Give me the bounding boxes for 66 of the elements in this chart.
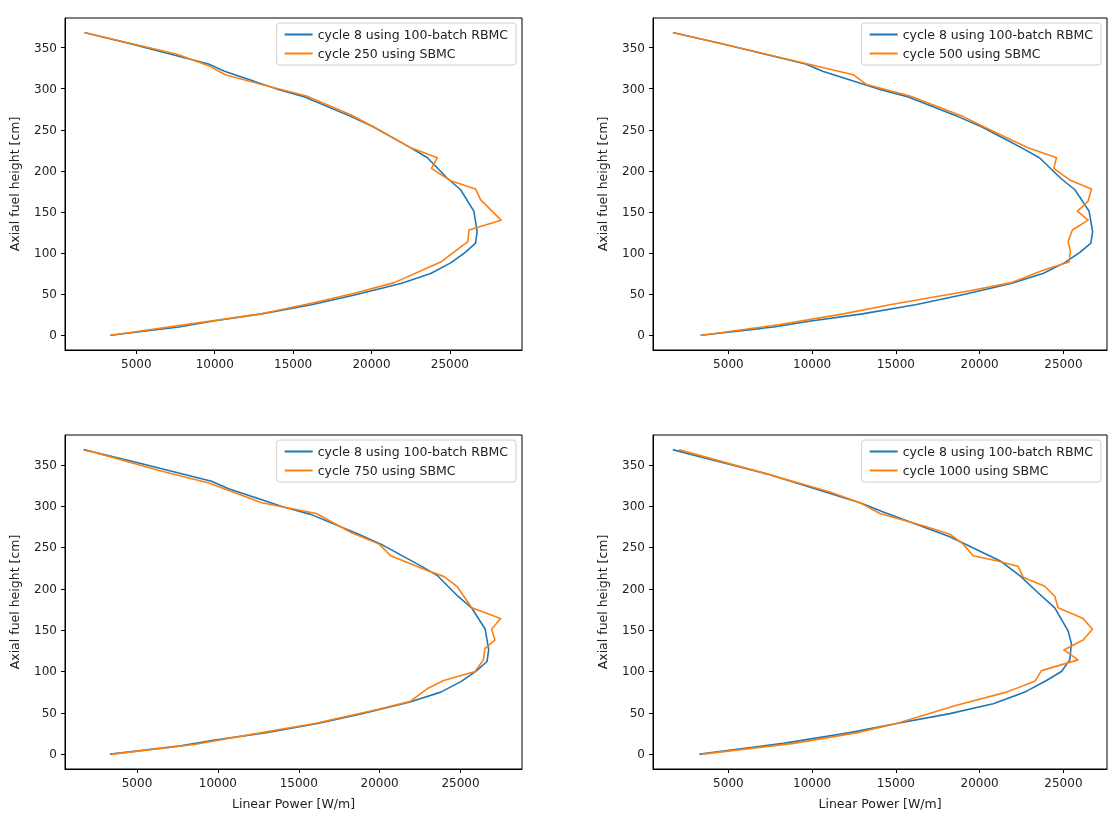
legend-label: cycle 1000 using SBMC — [902, 463, 1049, 478]
y-tick-label: 0 — [637, 747, 645, 762]
y-axis-title: Axial fuel height [cm] — [595, 534, 610, 670]
y-tick-label: 200 — [622, 163, 645, 178]
y-tick-label: 350 — [34, 457, 57, 472]
y-axis-title: Axial fuel height [cm] — [7, 534, 22, 670]
y-tick-label: 50 — [41, 705, 57, 720]
legend-label: cycle 8 using 100-batch RBMC — [317, 444, 509, 459]
x-tick-label: 5000 — [713, 357, 744, 371]
x-tick-label: 15000 — [876, 776, 916, 790]
x-tick-label: 15000 — [876, 357, 916, 371]
y-axis-title: Axial fuel height [cm] — [595, 116, 610, 252]
x-tick-label: 5000 — [121, 357, 152, 371]
y-tick-label: 100 — [34, 664, 57, 679]
y-tick-label: 150 — [34, 623, 57, 638]
y-tick-label: 350 — [34, 40, 57, 55]
y-tick-label: 150 — [34, 204, 57, 219]
x-tick-label: 20000 — [352, 357, 391, 371]
y-tick-label: 50 — [629, 287, 645, 302]
y-tick-label: 300 — [34, 499, 57, 514]
x-tick-label: 20000 — [360, 776, 399, 790]
x-axis-title: Linear Power [W/m] — [818, 796, 942, 811]
x-tick-label: 20000 — [960, 776, 999, 790]
y-tick-label: 250 — [34, 540, 57, 555]
x-tick-label: 10000 — [198, 776, 237, 790]
y-tick-label: 200 — [622, 581, 645, 596]
legend-label: cycle 250 using SBMC — [317, 46, 456, 61]
y-tick-label: 100 — [34, 246, 57, 261]
legend-label: cycle 8 using 100-batch RBMC — [317, 27, 509, 42]
y-tick-label: 100 — [622, 246, 645, 261]
x-tick-label: 25000 — [1044, 357, 1083, 371]
y-tick-label: 300 — [34, 81, 57, 96]
y-tick-label: 200 — [34, 163, 57, 178]
x-tick-label: 10000 — [195, 357, 234, 371]
y-tick-label: 50 — [629, 705, 645, 720]
y-tick-label: 100 — [622, 664, 645, 679]
y-tick-label: 250 — [622, 122, 645, 137]
y-tick-label: 350 — [622, 40, 645, 55]
y-tick-label: 0 — [49, 328, 57, 343]
legend-label: cycle 500 using SBMC — [902, 46, 1041, 61]
x-tick-label: 25000 — [430, 357, 469, 371]
x-tick-label: 10000 — [793, 357, 832, 371]
x-axis-title: Linear Power [W/m] — [231, 796, 356, 811]
x-tick-label: 5000 — [713, 776, 744, 790]
x-tick-label: 25000 — [1044, 776, 1083, 790]
y-tick-label: 0 — [49, 747, 57, 762]
y-tick-label: 150 — [622, 623, 645, 638]
y-tick-label: 200 — [34, 581, 57, 596]
x-tick-label: 10000 — [793, 776, 832, 790]
legend-label: cycle 8 using 100-batch RBMC — [902, 27, 1094, 42]
y-tick-label: 350 — [622, 457, 645, 472]
y-tick-label: 150 — [622, 204, 645, 219]
x-tick-label: 5000 — [121, 776, 153, 790]
y-tick-label: 250 — [34, 122, 57, 137]
y-axis-title: Axial fuel height [cm] — [7, 116, 22, 252]
x-tick-label: 20000 — [960, 357, 999, 371]
y-tick-label: 300 — [622, 499, 645, 514]
legend-label: cycle 750 using SBMC — [317, 463, 456, 478]
x-tick-label: 15000 — [279, 776, 318, 790]
x-tick-label: 15000 — [274, 357, 313, 371]
x-tick-label: 25000 — [441, 776, 480, 790]
y-tick-label: 0 — [637, 328, 645, 343]
y-tick-label: 250 — [622, 540, 645, 555]
legend-label: cycle 8 using 100-batch RBMC — [902, 444, 1094, 459]
y-tick-label: 50 — [41, 287, 57, 302]
y-tick-label: 300 — [622, 81, 645, 96]
